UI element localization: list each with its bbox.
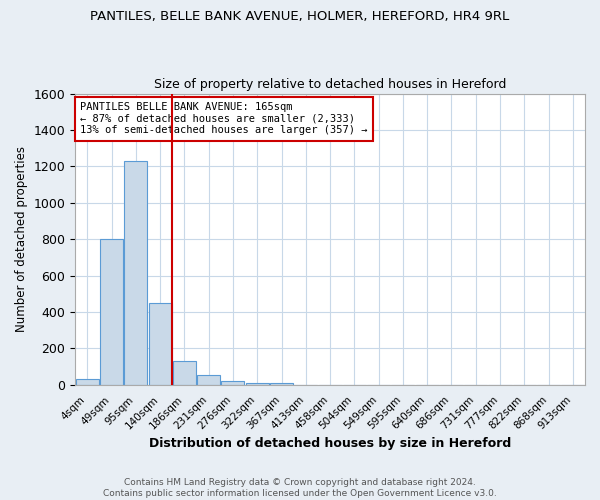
Bar — [197, 375, 220, 385]
Bar — [270, 383, 293, 385]
Bar — [246, 383, 269, 385]
Bar — [100, 239, 123, 385]
Title: Size of property relative to detached houses in Hereford: Size of property relative to detached ho… — [154, 78, 506, 91]
Text: Contains HM Land Registry data © Crown copyright and database right 2024.
Contai: Contains HM Land Registry data © Crown c… — [103, 478, 497, 498]
Text: PANTILES, BELLE BANK AVENUE, HOLMER, HEREFORD, HR4 9RL: PANTILES, BELLE BANK AVENUE, HOLMER, HER… — [91, 10, 509, 23]
Bar — [149, 303, 172, 385]
X-axis label: Distribution of detached houses by size in Hereford: Distribution of detached houses by size … — [149, 437, 511, 450]
Bar — [173, 361, 196, 385]
Text: PANTILES BELLE BANK AVENUE: 165sqm
← 87% of detached houses are smaller (2,333)
: PANTILES BELLE BANK AVENUE: 165sqm ← 87%… — [80, 102, 368, 136]
Bar — [124, 161, 148, 385]
Bar — [76, 380, 99, 385]
Y-axis label: Number of detached properties: Number of detached properties — [15, 146, 28, 332]
Bar — [221, 381, 244, 385]
